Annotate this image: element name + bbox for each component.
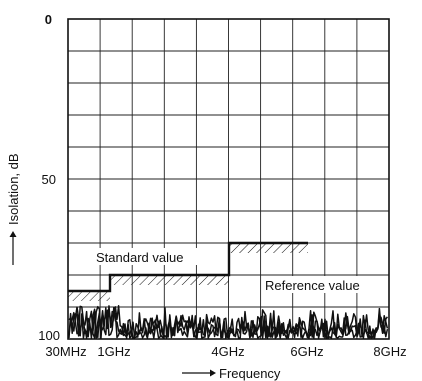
x-tick-label-6ghz: 6GHz: [290, 344, 323, 359]
x-tick-label-1ghz: 1GHz: [97, 344, 130, 359]
reference-noise-trace: [68, 305, 389, 339]
reference-noise-traces: [68, 304, 389, 339]
x-axis-title: Frequency: [219, 366, 281, 381]
standard-value-label: Standard value: [96, 250, 183, 265]
y-tick-label-50: 50: [42, 172, 56, 187]
y-axis-title-group: Isolation, dB: [6, 153, 21, 265]
standard-hatch-band: [68, 291, 110, 301]
x-tick-label-30mhz: 30MHz: [45, 344, 86, 359]
y-tick-label-0: 0: [45, 12, 52, 27]
y-axis-title: Isolation, dB: [6, 153, 21, 225]
y-tick-label-100: 100: [38, 328, 60, 343]
reference-label-bg: [262, 276, 382, 293]
y-axis-arrowhead: [9, 231, 17, 237]
x-tick-label-4ghz: 4GHz: [211, 344, 244, 359]
plot-frame: [67, 18, 390, 340]
reference-value-label: Reference value: [265, 278, 360, 293]
standard-hatch-regions: [68, 243, 308, 301]
standard-label-bg: [92, 248, 204, 265]
standard-value-line: [68, 241, 308, 293]
standard-hatch-band: [229, 243, 308, 253]
x-axis-arrowhead: [210, 369, 216, 377]
x-tick-label-8ghz: 8GHz: [373, 344, 406, 359]
standard-hatch-band: [110, 275, 229, 285]
